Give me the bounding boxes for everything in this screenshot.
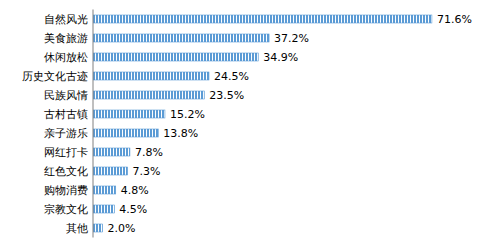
bar [93,72,209,80]
category-label: 网红打卡 [44,146,88,159]
data-label: 23.5% [209,89,244,102]
bars [93,15,432,232]
chart-svg: 自然风光 71.6% 美食旅游 37.2% 休闲放松 34.9% 历史文化古迹 24.5% 民族… [0,0,500,244]
bar [93,167,128,175]
category-axis [93,10,94,238]
bar [93,224,102,232]
bar [93,15,432,23]
data-label: 34.9% [263,51,298,64]
bar [93,91,204,99]
data-label: 15.2% [170,108,205,121]
category-label: 休闲放松 [44,51,88,64]
data-label: 2.0% [107,222,135,235]
data-label: 37.2% [274,32,309,45]
data-label: 7.3% [133,165,161,178]
bar [93,110,165,118]
bar [93,34,269,42]
category-label: 美食旅游 [44,32,88,45]
data-label: 4.8% [121,184,149,197]
category-label: 其他 [66,222,88,235]
category-label: 购物消费 [44,184,88,197]
category-label: 红色文化 [44,165,88,178]
bar [93,205,114,213]
data-label: 7.8% [135,146,163,159]
chart-root: 自然风光 71.6% 美食旅游 37.2% 休闲放松 34.9% 历史文化古迹 24.5% 民族… [0,0,500,244]
category-label: 自然风光 [44,13,88,26]
category-label: 历史文化古迹 [22,70,88,83]
bar [93,53,258,61]
data-label: 24.5% [214,70,249,83]
data-label: 13.8% [163,127,198,140]
bar [93,148,130,156]
bar [93,129,158,137]
data-label: 71.6% [437,13,472,26]
data-label: 4.5% [119,203,147,216]
category-label: 亲子游乐 [44,127,88,140]
category-label: 民族风情 [44,89,88,102]
bar [93,186,116,194]
category-label: 古村古镇 [44,108,88,121]
category-label: 宗教文化 [44,203,88,216]
